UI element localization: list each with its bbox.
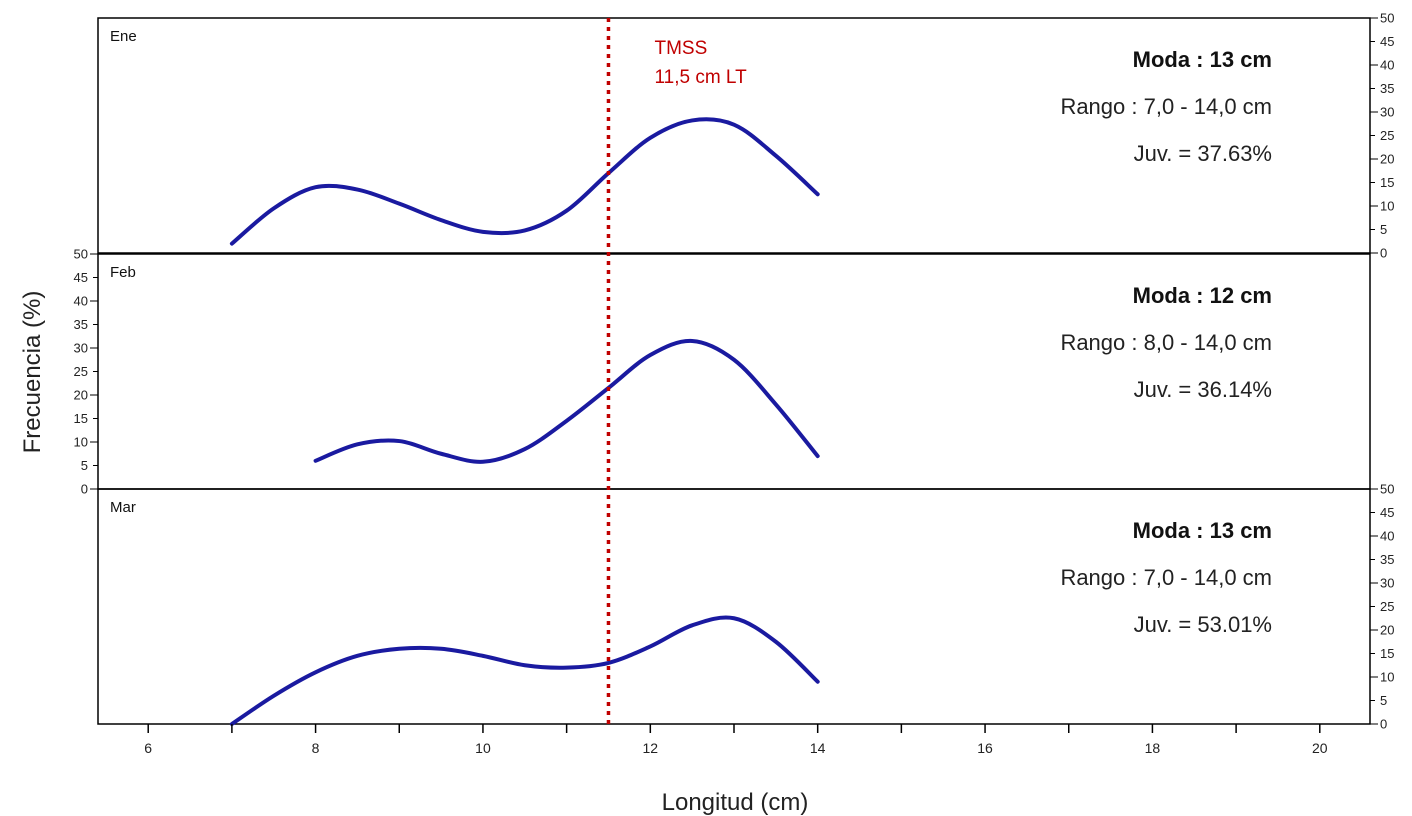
panel-month-label: Mar bbox=[110, 499, 136, 516]
y-tick-label: 25 bbox=[74, 364, 88, 379]
y-tick-label: 50 bbox=[1380, 482, 1394, 497]
y-tick-label: 30 bbox=[1380, 105, 1394, 120]
x-tick-label: 14 bbox=[810, 740, 826, 756]
x-tick-label: 18 bbox=[1145, 740, 1161, 756]
rango-text: Rango : 7,0 - 14,0 cm bbox=[1060, 94, 1272, 119]
y-tick-label: 15 bbox=[1380, 175, 1394, 190]
moda-text: Moda : 13 cm bbox=[1133, 47, 1272, 72]
tmss-reference: TMSS 11,5 cm LT bbox=[606, 18, 747, 724]
y-tick-label: 20 bbox=[74, 388, 88, 403]
y-tick-label: 35 bbox=[1380, 552, 1394, 567]
rango-text: Rango : 7,0 - 14,0 cm bbox=[1060, 565, 1272, 590]
series-line-mar bbox=[229, 615, 820, 726]
y-tick-label: 5 bbox=[81, 458, 88, 473]
y-axis-right: 0 5 10 15 20 25 30 35 40 45 50 bbox=[1370, 11, 1394, 261]
y-tick-label: 25 bbox=[1380, 128, 1394, 143]
series-line-ene bbox=[229, 117, 820, 246]
x-tick-label: 16 bbox=[977, 740, 993, 756]
y-tick-label: 0 bbox=[1380, 246, 1387, 261]
y-tick-label: 45 bbox=[1380, 505, 1394, 520]
juv-text: Juv. = 53.01% bbox=[1134, 612, 1272, 637]
y-axis-left: 0 5 10 15 20 25 30 35 40 45 50 bbox=[74, 247, 98, 497]
tmss-label-line: TMSS bbox=[654, 38, 707, 59]
y-tick-label: 45 bbox=[74, 270, 88, 285]
rango-text: Rango : 8,0 - 14,0 cm bbox=[1060, 330, 1272, 355]
y-tick-label: 5 bbox=[1380, 222, 1387, 237]
y-tick-label: 35 bbox=[1380, 81, 1394, 96]
panel-feb: 0 5 10 15 20 25 30 35 40 45 50 Feb Moda : 12 cm Rango… bbox=[74, 247, 1371, 497]
y-tick-label: 0 bbox=[1380, 717, 1387, 732]
tmss-label-line: 11,5 cm LT bbox=[654, 67, 747, 88]
moda-text: Moda : 13 cm bbox=[1133, 518, 1272, 543]
y-tick-label: 50 bbox=[74, 247, 88, 262]
y-tick-label: 30 bbox=[74, 341, 88, 356]
x-tick-label: 20 bbox=[1312, 740, 1328, 756]
y-tick-label: 40 bbox=[1380, 529, 1394, 544]
panel-month-label: Ene bbox=[110, 28, 137, 45]
x-tick-label: 6 bbox=[144, 740, 152, 756]
x-tick-label: 8 bbox=[312, 740, 320, 756]
y-tick-label: 20 bbox=[1380, 152, 1394, 167]
y-tick-label: 15 bbox=[1380, 646, 1394, 661]
y-tick-label: 20 bbox=[1380, 623, 1394, 638]
x-tick-label: 10 bbox=[475, 740, 491, 756]
y-tick-label: 10 bbox=[74, 435, 88, 450]
juv-text: Juv. = 37.63% bbox=[1134, 141, 1272, 166]
y-tick-label: 5 bbox=[1380, 693, 1387, 708]
y-axis-title: Frecuencia (%) bbox=[19, 291, 46, 454]
x-axis-title: Longitud (cm) bbox=[662, 789, 809, 816]
y-tick-label: 25 bbox=[1380, 599, 1394, 614]
y-tick-label: 35 bbox=[74, 317, 88, 332]
x-axis: 6 8 10 12 14 16 18 20 bbox=[144, 724, 1328, 756]
y-tick-label: 10 bbox=[1380, 199, 1394, 214]
y-tick-label: 30 bbox=[1380, 576, 1394, 591]
panel-mar: 0 5 10 15 20 25 30 35 40 45 50 Mar Moda : 13 cm Rango… bbox=[97, 482, 1394, 732]
y-axis-right: 0 5 10 15 20 25 30 35 40 45 50 bbox=[1370, 482, 1394, 732]
y-tick-label: 40 bbox=[1380, 58, 1394, 73]
panel-month-label: Feb bbox=[110, 264, 136, 281]
y-tick-label: 0 bbox=[81, 482, 88, 497]
y-tick-label: 45 bbox=[1380, 34, 1394, 49]
moda-text: Moda : 12 cm bbox=[1133, 283, 1272, 308]
y-tick-label: 40 bbox=[74, 294, 88, 309]
panel-ene: 0 5 10 15 20 25 30 35 40 45 50 Ene Moda : 13 cm Rango… bbox=[97, 11, 1394, 261]
y-tick-label: 15 bbox=[74, 411, 88, 426]
x-tick-label: 12 bbox=[643, 740, 659, 756]
series-line-feb bbox=[313, 338, 820, 464]
y-tick-label: 10 bbox=[1380, 670, 1394, 685]
y-tick-label: 50 bbox=[1380, 11, 1394, 26]
juv-text: Juv. = 36.14% bbox=[1134, 377, 1272, 402]
